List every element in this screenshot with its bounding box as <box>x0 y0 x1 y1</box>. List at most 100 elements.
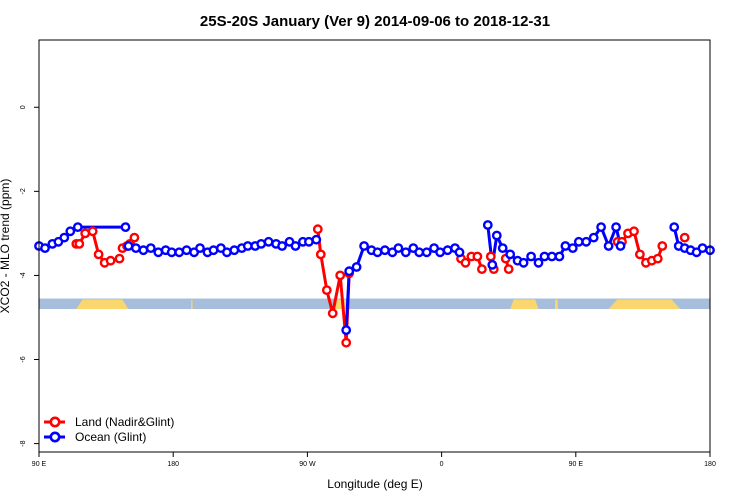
land-point <box>327 308 338 319</box>
land-point <box>105 255 116 266</box>
ocean-point <box>567 243 578 254</box>
land-segment-1 <box>191 299 193 310</box>
land-point <box>629 226 639 237</box>
ocean-point <box>393 243 404 254</box>
land-point <box>476 264 487 274</box>
ocean-point <box>351 262 362 272</box>
ocean-point <box>263 236 274 247</box>
land-segment-4 <box>554 299 558 310</box>
land-point <box>312 224 323 235</box>
ocean-point <box>59 232 70 243</box>
land-point <box>129 232 140 243</box>
land-point <box>80 228 91 239</box>
ocean-point <box>482 220 493 230</box>
ocean-point <box>72 222 83 233</box>
y-tick-label-2: -4 <box>20 272 27 278</box>
land-point <box>472 251 483 262</box>
x-tick-label-2: 90 W <box>299 461 316 468</box>
legend-ocean-marker <box>49 431 61 443</box>
land-point <box>114 253 125 264</box>
land-point <box>87 226 98 237</box>
ocean-point <box>195 243 205 254</box>
series-points <box>34 220 715 348</box>
ocean-point <box>596 222 606 233</box>
ocean-point <box>379 245 390 256</box>
ocean-point <box>547 251 557 262</box>
land-point <box>335 270 346 281</box>
ocean-point <box>130 243 141 254</box>
y-tick-label-0: 0 <box>20 105 27 109</box>
legend-ocean-label: Ocean (Glint) <box>75 430 146 444</box>
legend: Land (Nadir&Glint) Ocean (Glint) <box>44 415 174 444</box>
land-point <box>460 257 471 268</box>
ocean-point <box>487 259 498 270</box>
land-ocean-band <box>39 298 710 310</box>
y-axis-label: XCO2 - MLO trend (ppm) <box>0 179 12 314</box>
y-tick-label-1: -2 <box>20 188 27 194</box>
land-segment-5 <box>608 299 681 310</box>
x-ticks: 90 E 180 90 W 0 90 E 180 <box>32 452 716 468</box>
x-tick-label-1: 180 <box>167 461 179 468</box>
ocean-point <box>533 257 544 268</box>
legend-land-marker <box>49 416 61 428</box>
x-tick-label-3: 0 <box>440 461 444 468</box>
ocean-line-2 <box>344 244 461 331</box>
legend-land-label: Land (Nadir&Glint) <box>75 415 174 429</box>
ocean-point <box>454 247 465 258</box>
land-point <box>93 249 104 260</box>
ocean-point <box>290 241 301 251</box>
ocean-point <box>435 247 445 258</box>
ocean-point <box>344 266 355 277</box>
y-tick-label-4: -8 <box>20 440 27 446</box>
ocean-point <box>120 222 131 233</box>
land-segment-3 <box>510 299 539 310</box>
ocean-point <box>229 245 240 256</box>
x-tick-label-5: 180 <box>704 461 716 468</box>
ocean-point <box>518 257 529 268</box>
ocean-point <box>414 247 425 258</box>
land-point <box>321 285 332 295</box>
ocean-point <box>341 325 352 335</box>
land-point <box>679 232 690 243</box>
land-point <box>635 249 645 260</box>
land-point <box>315 249 326 260</box>
ocean-point <box>611 222 621 233</box>
land-point <box>652 253 663 264</box>
ocean-point <box>526 251 536 262</box>
chart-title: 25S-20S January (Ver 9) 2014-09-06 to 20… <box>200 13 550 30</box>
ocean-point <box>554 251 565 262</box>
ocean-point <box>603 241 614 251</box>
ocean-point <box>181 245 192 256</box>
ocean-point <box>65 226 76 237</box>
ocean-point <box>697 243 708 254</box>
x-axis-label: Longitude (deg E) <box>327 477 422 491</box>
ocean-band <box>39 298 710 310</box>
land-point <box>657 241 668 251</box>
x-tick-label-0: 90 E <box>32 461 47 468</box>
ocean-point <box>359 241 369 251</box>
ocean-point <box>400 247 411 258</box>
land-point <box>485 251 496 262</box>
ocean-point <box>166 247 177 258</box>
ocean-point <box>615 241 626 251</box>
ocean-point <box>311 234 322 245</box>
ocean-point <box>40 243 50 254</box>
land-point <box>74 238 85 249</box>
plot-frame <box>38 39 711 453</box>
y-tick-label-3: -6 <box>20 356 27 362</box>
ocean-point <box>421 247 432 258</box>
ocean-point <box>497 243 508 254</box>
land-segment-0 <box>76 299 129 310</box>
ocean-point <box>581 236 592 247</box>
ocean-point <box>491 230 502 241</box>
ocean-point <box>145 243 156 254</box>
y-ticks: 0 -2 -4 -6 -8 <box>20 105 39 447</box>
land-point <box>341 337 352 348</box>
land-point <box>503 264 514 274</box>
ocean-point <box>505 249 516 260</box>
x-tick-label-4: 90 E <box>569 461 584 468</box>
ocean-point <box>277 241 287 251</box>
ocean-point <box>588 232 599 243</box>
ocean-point <box>669 222 680 233</box>
